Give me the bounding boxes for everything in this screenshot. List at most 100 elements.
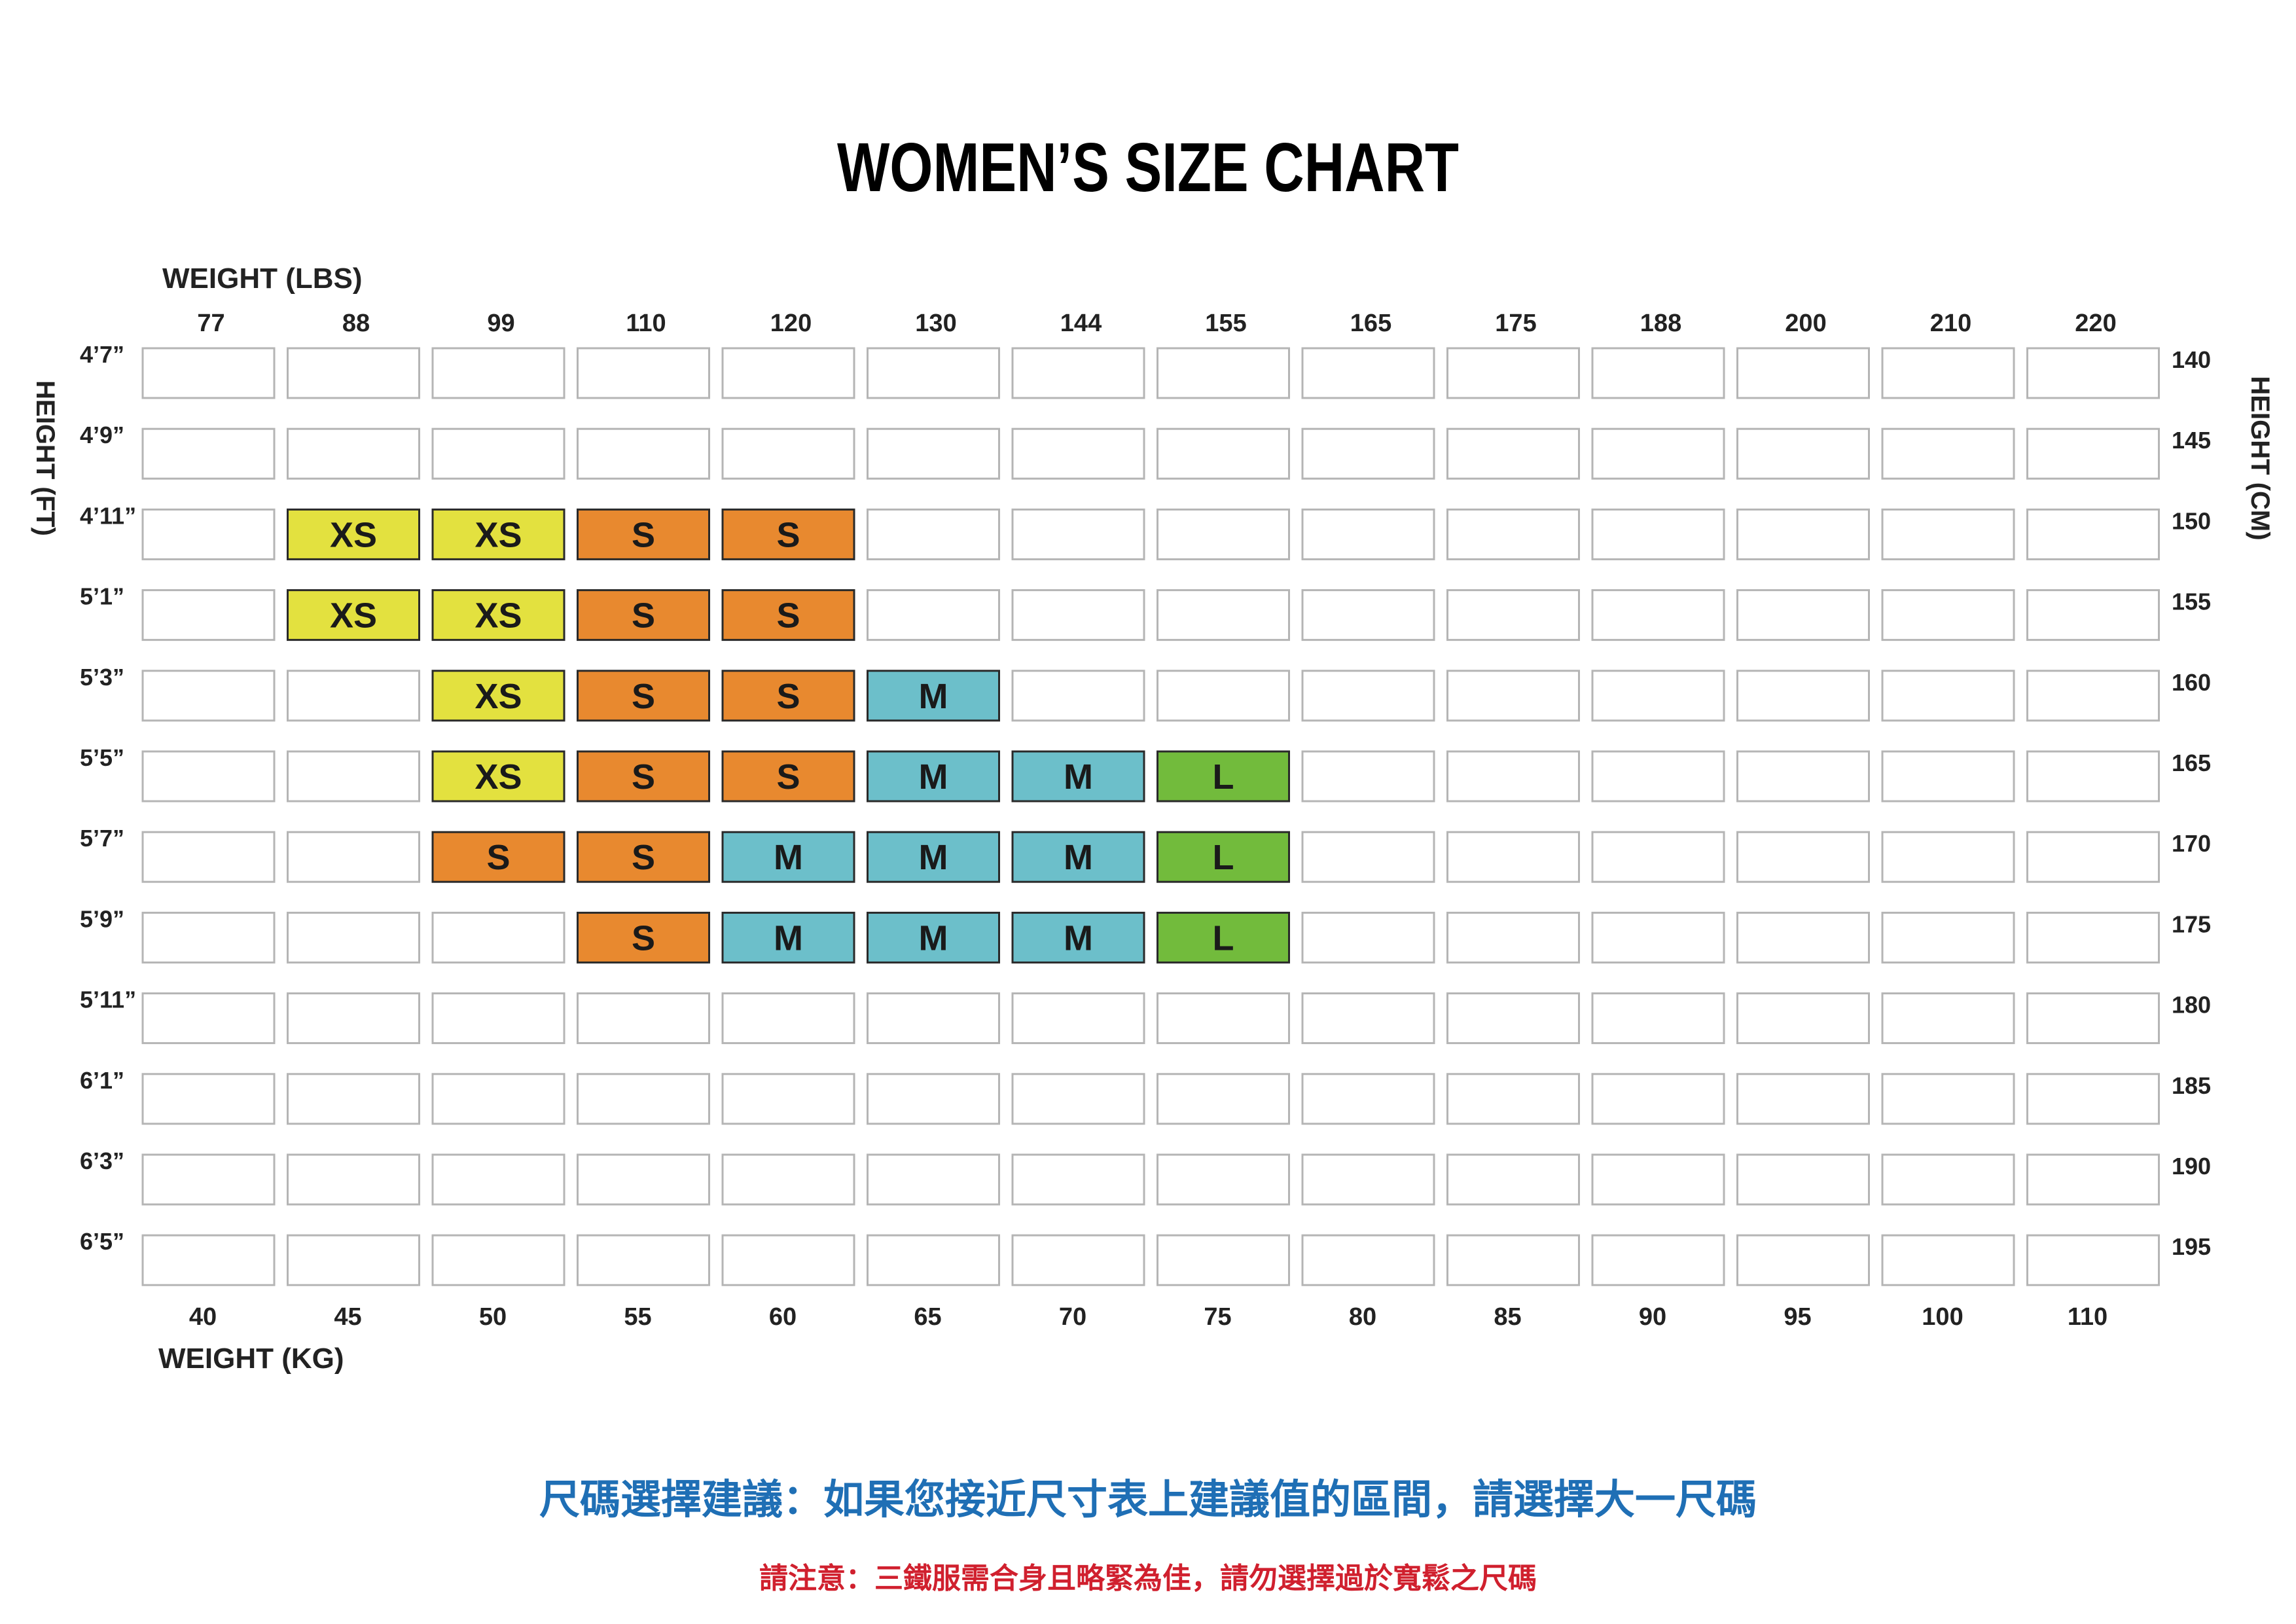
- size-cell: [2026, 427, 2160, 480]
- weight-kg-tick: 65: [914, 1303, 941, 1331]
- size-cell: [577, 427, 710, 480]
- size-cell: [1157, 1073, 1290, 1125]
- size-cell: [1881, 831, 2015, 883]
- size-cell: [1736, 831, 1870, 883]
- size-cell: [141, 508, 276, 560]
- weight-kg-tick: 75: [1204, 1303, 1231, 1331]
- height-ft-tick: 5’9”: [80, 905, 124, 932]
- weight-kg-tick: 100: [1922, 1303, 1963, 1331]
- size-cell: [1736, 992, 1870, 1045]
- size-cell: [141, 750, 276, 803]
- size-cell: [577, 589, 710, 641]
- size-cell: [2026, 750, 2160, 803]
- size-cell: [721, 1073, 855, 1125]
- size-cell: [1591, 992, 1725, 1045]
- size-advice-note: 尺碼選擇建議：如果您接近尺寸表上建議值的區間，請選擇大一尺碼: [539, 1475, 1757, 1523]
- size-cell: [287, 508, 420, 560]
- size-cell-label: M: [1064, 918, 1093, 958]
- height-ft-tick: 5’3”: [80, 664, 124, 691]
- weight-lbs-ticks: 77 88 99 110 120 130 144 155 165 175 188 200 210 220: [197, 310, 2116, 337]
- size-cell-label: S: [632, 838, 655, 877]
- size-cell: [721, 427, 855, 480]
- size-cell: [1736, 1234, 1870, 1286]
- size-cell-label: M: [919, 757, 948, 797]
- size-cell: [287, 670, 420, 722]
- size-cell: [1736, 911, 1870, 964]
- size-cell: [141, 670, 276, 722]
- size-cell: [1881, 1234, 2015, 1286]
- size-cell: [1736, 508, 1870, 560]
- size-cell-label: M: [919, 838, 948, 877]
- size-cell: [1301, 1153, 1435, 1206]
- size-cell-label: M: [1064, 757, 1093, 797]
- size-cell: [1011, 992, 1145, 1045]
- size-cell: [431, 427, 565, 480]
- left-axis-label: HEIGHT (FT): [31, 380, 60, 536]
- size-cell: [1881, 911, 2015, 964]
- size-cell: [1301, 508, 1435, 560]
- size-cell: [1881, 427, 2015, 480]
- size-cell: [1446, 670, 1580, 722]
- size-cell: [1157, 589, 1290, 641]
- size-cell: [141, 427, 276, 480]
- weight-kg-tick: 85: [1494, 1303, 1521, 1331]
- size-cell: [577, 1234, 710, 1286]
- top-axis-label: WEIGHT (LBS): [162, 262, 363, 295]
- size-cell: [287, 1073, 420, 1125]
- size-cell: [1591, 831, 1725, 883]
- weight-kg-tick: 90: [1639, 1303, 1666, 1331]
- size-cell: [1736, 589, 1870, 641]
- size-cell: [287, 831, 420, 883]
- size-cell: [867, 508, 1000, 560]
- size-cell: [1011, 1153, 1145, 1206]
- size-cell: [2026, 992, 2160, 1045]
- size-cell: [867, 670, 1000, 722]
- size-cell: [867, 1153, 1000, 1206]
- size-cell: [1591, 1234, 1725, 1286]
- size-cell: [1446, 1073, 1580, 1125]
- weight-lbs-tick: 99: [487, 310, 514, 337]
- height-ft-tick: 6’3”: [80, 1147, 124, 1174]
- size-cell-label: S: [776, 757, 800, 797]
- size-cell: [1301, 992, 1435, 1045]
- size-cell-label: S: [632, 677, 655, 716]
- size-cell: [2026, 589, 2160, 641]
- height-cm-tick: 160: [2172, 669, 2211, 696]
- size-cell: [1011, 750, 1145, 803]
- weight-lbs-tick: 188: [1640, 310, 1681, 337]
- size-cell: [2026, 1153, 2160, 1206]
- weight-lbs-tick: 130: [915, 310, 956, 337]
- size-cell: [431, 992, 565, 1045]
- size-cell: [867, 1234, 1000, 1286]
- size-cell-label: L: [1213, 757, 1234, 797]
- size-cell: [431, 1073, 565, 1125]
- size-cell: [577, 508, 710, 560]
- size-cell: [1591, 347, 1725, 399]
- height-ft-tick: 4’7”: [80, 341, 124, 368]
- size-cell: [431, 347, 565, 399]
- size-cell: [287, 347, 420, 399]
- size-cell: [577, 992, 710, 1045]
- size-cell-label: XS: [330, 515, 377, 554]
- size-cell: [1881, 347, 2015, 399]
- size-cell: [867, 1073, 1000, 1125]
- height-ft-tick: 6’5”: [80, 1228, 124, 1255]
- size-cell: [431, 1153, 565, 1206]
- size-cell: [1157, 1153, 1290, 1206]
- size-cell: [1301, 1234, 1435, 1286]
- size-cell: [1736, 347, 1870, 399]
- size-cell-label: S: [632, 757, 655, 797]
- size-cell: [1591, 1153, 1725, 1206]
- size-cell: [1736, 1073, 1870, 1125]
- size-cell: [1881, 1073, 2015, 1125]
- size-cell: [287, 750, 420, 803]
- size-cell: [1591, 589, 1725, 641]
- weight-lbs-tick: 165: [1350, 310, 1391, 337]
- size-cell: [721, 508, 855, 560]
- height-ft-tick: 5’7”: [80, 825, 124, 852]
- weight-lbs-tick: 210: [1930, 310, 1971, 337]
- size-cell-label: S: [486, 838, 510, 877]
- size-cell: [1301, 589, 1435, 641]
- size-cell: [1446, 1234, 1580, 1286]
